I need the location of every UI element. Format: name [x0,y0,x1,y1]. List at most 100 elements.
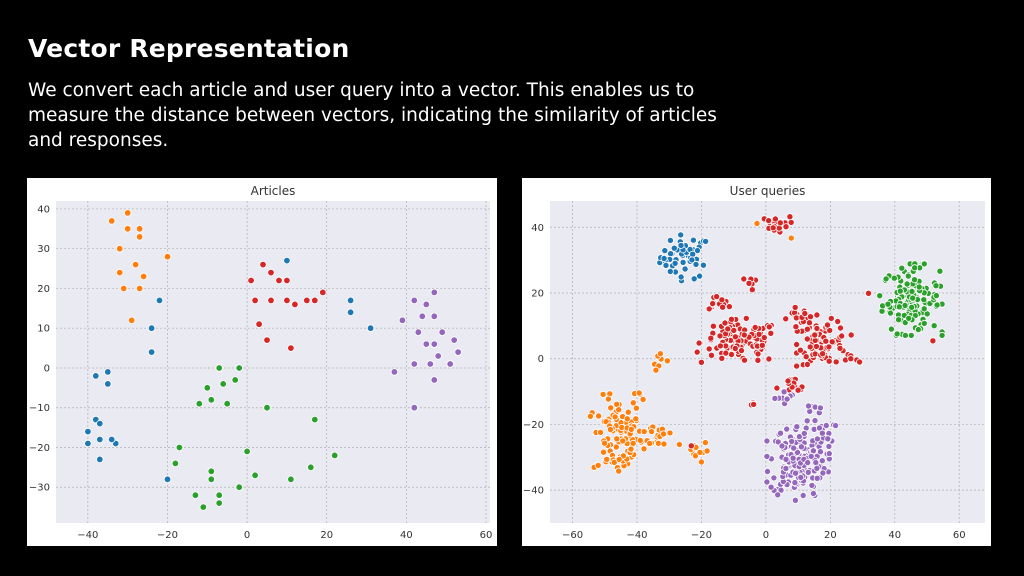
y-tick-label: −20 [29,443,50,454]
data-point-purple [788,437,796,445]
data-point-red [864,289,872,297]
data-point-orange [697,458,705,466]
data-point-blue [667,250,675,258]
data-point-orange [115,244,124,253]
series-purple [390,288,462,412]
data-point-orange [119,284,128,293]
data-point-red [801,309,809,317]
data-point-green [915,283,923,291]
data-point-red [786,213,794,221]
data-point-blue [679,258,687,266]
data-point-green [215,364,223,372]
data-point-purple [771,394,779,402]
data-point-orange [787,234,795,242]
x-tick-label: −60 [562,530,583,541]
data-point-purple [454,348,462,356]
data-point-red [719,303,727,311]
data-point-orange [636,436,644,444]
data-point-blue [702,237,710,245]
data-point-red [259,260,267,269]
x-tick-label: −20 [691,530,712,541]
data-point-blue [147,324,156,332]
data-point-red [251,296,259,305]
data-point-orange [627,445,635,453]
data-point-red [929,337,937,345]
x-tick-label: 40 [888,530,901,541]
data-point-purple [804,468,812,476]
data-point-purple [770,474,778,482]
data-point-purple [813,474,821,482]
data-point-red [765,323,773,331]
data-point-red [819,350,827,358]
data-point-red [709,300,717,308]
data-point-blue [147,348,156,356]
y-tick-label: 10 [37,324,50,335]
data-point-purple [803,417,811,425]
data-point-red [731,333,739,341]
data-point-red [813,324,821,332]
articles-chart-panel: Articles −40 −20 0 20 40 60 −30 −20 −10 0 10 20 30 40 [27,178,497,546]
data-point-purple [434,352,442,360]
data-point-orange [604,395,612,403]
data-point-purple [822,421,830,429]
data-point-blue [96,435,104,444]
data-point-orange [703,447,711,455]
data-point-red [303,296,311,305]
data-point-orange [115,268,124,277]
data-point-red [822,337,830,345]
data-point-green [908,288,916,296]
data-point-orange [615,406,623,414]
series-orange [586,220,795,475]
data-point-blue [689,236,697,244]
series-purple [763,388,840,504]
data-point-purple [767,483,775,491]
data-point-green [195,399,203,408]
data-point-orange [163,252,172,261]
data-point-purple [793,423,801,431]
data-point-blue [692,260,700,268]
data-point-red [791,303,799,311]
data-point-blue [662,261,670,269]
data-point-orange [640,428,648,436]
data-point-red [794,386,802,394]
user-queries-chart: User queries −60 −40 −20 0 20 40 60 −40 −20 0 20 40 [523,184,985,541]
user-queries-chart-panel: User queries −60 −40 −20 0 20 40 60 −40 −20 0 20 40 [522,178,991,546]
data-point-orange [632,404,640,412]
data-point-blue [107,435,116,444]
data-point-orange [611,413,619,421]
data-point-orange [135,233,144,241]
data-point-red [291,300,299,309]
data-point-orange [607,404,615,412]
data-point-green [890,274,898,282]
data-point-red [695,339,703,347]
data-point-orange [666,429,674,437]
x-tick-label: −20 [157,530,178,541]
data-point-green [901,302,909,310]
data-point-red [825,343,833,351]
data-point-purple [819,469,827,477]
data-point-orange [624,408,632,416]
data-point-red [740,275,748,283]
data-point-orange [629,399,637,407]
slide-title: Vector Representation [28,34,350,63]
data-point-red [750,400,758,408]
data-point-green [920,305,928,313]
data-point-green [175,443,184,452]
data-point-orange [595,412,603,420]
data-point-red [847,331,855,339]
data-point-red [827,314,835,322]
data-point-orange [601,439,609,447]
data-point-green [251,471,259,479]
data-point-purple [450,336,458,344]
data-point-orange [660,440,668,448]
data-point-purple [426,360,434,368]
data-point-purple [782,464,790,472]
data-point-green [207,396,215,404]
data-point-purple [776,429,784,437]
data-point-red [275,276,283,285]
data-point-blue [677,273,685,281]
data-point-blue [96,455,104,464]
data-point-purple [763,467,771,475]
data-point-purple [414,328,422,336]
data-point-red [742,314,750,322]
